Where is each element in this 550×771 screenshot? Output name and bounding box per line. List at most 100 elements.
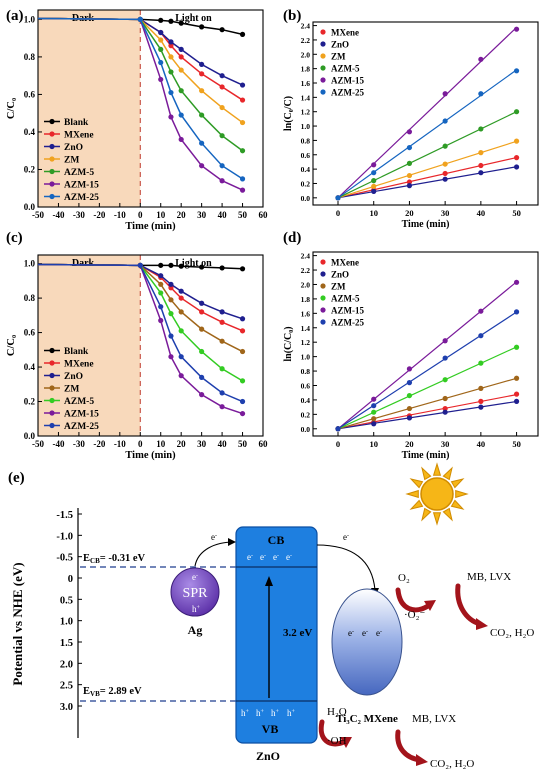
- y-tick-label: 0.2: [301, 410, 311, 419]
- data-point: [178, 354, 184, 360]
- vb-label: VB: [262, 722, 279, 736]
- legend-swatch-marker: [49, 118, 55, 125]
- y-tick-label: 0.2: [301, 179, 311, 188]
- pollutant-2-red-arrowhead: [416, 754, 428, 766]
- y-axis-label: C/C₀: [6, 335, 17, 356]
- data-point: [335, 426, 341, 432]
- fit-line: [337, 281, 517, 430]
- plot-frame: [37, 9, 264, 208]
- panel-e-mechanism-diagram: (e) -1.5 -1.0 -0.5 0 0.5 1.0 1.5 2.0 2.5 3.0 Pote…: [8, 462, 534, 770]
- products-2-label: CO₂, H₂O: [430, 758, 474, 770]
- data-point: [371, 183, 377, 189]
- legend: MXene ZnO ZM AZM-5 AZM-15 AZM-25: [320, 28, 364, 98]
- data-point: [178, 20, 184, 26]
- data-point: [178, 136, 184, 143]
- data-point: [168, 281, 174, 287]
- data-point: [442, 338, 448, 344]
- panel-label: (c): [6, 230, 23, 246]
- data-point: [371, 188, 377, 194]
- y-tick-label: 0.2: [24, 397, 36, 407]
- x-tick-label: 30: [197, 210, 207, 220]
- data-point: [168, 333, 174, 339]
- data-point: [199, 61, 205, 68]
- fit-line: [337, 69, 517, 199]
- x-tick-label: -10: [114, 439, 126, 449]
- data-point: [478, 162, 484, 169]
- data-point: [478, 126, 484, 132]
- data-point: [168, 262, 174, 268]
- data-point: [239, 148, 246, 154]
- cb-electrons: e-e-e-e-: [247, 552, 292, 562]
- data-point: [371, 178, 377, 184]
- legend-swatch-marker: [320, 271, 326, 277]
- data-point: [478, 170, 484, 176]
- legend-entry: MXene: [331, 28, 359, 38]
- data-point: [239, 410, 246, 417]
- data-point: [178, 54, 184, 60]
- data-point: [239, 187, 246, 193]
- x-tick-label: 40: [218, 210, 228, 220]
- sun-ray: [442, 507, 453, 522]
- x-tick-label: -10: [114, 210, 126, 220]
- x-tick-label: 10: [156, 439, 166, 449]
- series-zm: [335, 375, 520, 432]
- data-point: [442, 395, 448, 402]
- data-point: [406, 129, 413, 135]
- y-tick-label: 0.0: [301, 425, 311, 434]
- legend-swatch-marker: [320, 319, 326, 325]
- panel-a-degradation-chart: (a) Dark Light on-50 -40 -30 -20 -10 0 10 20 30 40 5…: [6, 8, 268, 232]
- y-tick-label: 1.0: [24, 259, 36, 269]
- y-tick-label: 0.4: [24, 362, 36, 372]
- data-point: [168, 297, 174, 303]
- legend-entry: AZM-25: [64, 422, 99, 432]
- legend: MXene ZnO ZM AZM-5 AZM-15 AZM-25: [320, 258, 364, 328]
- data-point: [199, 348, 205, 355]
- legend-swatch-marker: [49, 397, 55, 404]
- legend-swatch-marker: [49, 143, 55, 150]
- y-tick-label: 1.6: [301, 309, 311, 318]
- fit-line: [337, 26, 517, 199]
- y-tick-label: 0.8: [24, 52, 36, 62]
- legend-swatch-marker: [49, 372, 55, 379]
- legend-entry: AZM-5: [64, 397, 94, 407]
- data-point: [178, 373, 184, 379]
- series-zno: [335, 164, 520, 201]
- y-axis-label: ln(C₀/C): [283, 96, 294, 131]
- legend-entry: AZM-5: [64, 168, 94, 178]
- legend-swatch-marker: [49, 181, 55, 187]
- y-tick-label: 0.0: [24, 202, 36, 212]
- x-tick-label: 20: [405, 439, 414, 449]
- legend-entry: AZM-25: [331, 318, 364, 328]
- series-azm-25: [37, 16, 246, 182]
- data-point: [239, 119, 246, 126]
- y-tick-label: 0.4: [24, 127, 36, 137]
- legend-swatch-marker: [320, 295, 326, 301]
- data-point: [199, 71, 205, 77]
- data-point: [178, 328, 184, 334]
- x-axis-label: Time (min): [402, 450, 450, 461]
- x-tick-label: 20: [177, 439, 187, 449]
- ecb-label: ECB= -0.31 eV: [83, 553, 146, 565]
- y-tick-label: 1.8: [301, 65, 311, 74]
- panel-label: (b): [283, 8, 301, 24]
- x-tick-label: -50: [32, 439, 44, 449]
- x-tick-label: 50: [238, 439, 248, 449]
- legend-swatch-marker: [49, 422, 55, 429]
- sun-ray: [432, 462, 442, 476]
- pollutant-1-red-arrow: [455, 583, 483, 627]
- x-tick-label: 10: [156, 210, 166, 220]
- data-point: [219, 265, 225, 271]
- hydroxyl-label: ·OH: [327, 735, 347, 747]
- data-point: [478, 91, 484, 97]
- data-point: [219, 319, 225, 325]
- data-point: [406, 172, 413, 179]
- y-tick-label: 0.6: [301, 381, 311, 390]
- y-axis-label: C/C₀: [6, 98, 17, 119]
- fit-line: [337, 311, 517, 430]
- potential-tick-label: 3.0: [60, 702, 73, 713]
- data-point: [442, 118, 448, 124]
- y-tick-label: 0.2: [24, 164, 36, 174]
- data-point: [158, 17, 164, 23]
- x-tick-label: 20: [405, 208, 414, 218]
- x-tick-label: 20: [177, 210, 187, 220]
